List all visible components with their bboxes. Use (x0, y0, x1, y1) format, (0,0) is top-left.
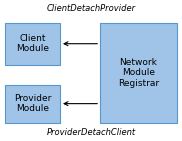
FancyBboxPatch shape (100, 23, 177, 123)
Text: Network
Module
Registrar: Network Module Registrar (118, 58, 159, 88)
Text: Provider
Module: Provider Module (14, 94, 52, 113)
Text: Client
Module: Client Module (16, 34, 49, 53)
FancyBboxPatch shape (5, 23, 60, 65)
FancyBboxPatch shape (5, 85, 60, 123)
Text: ProviderDetachClient: ProviderDetachClient (46, 128, 136, 137)
Text: ClientDetachProvider: ClientDetachProvider (46, 4, 136, 13)
